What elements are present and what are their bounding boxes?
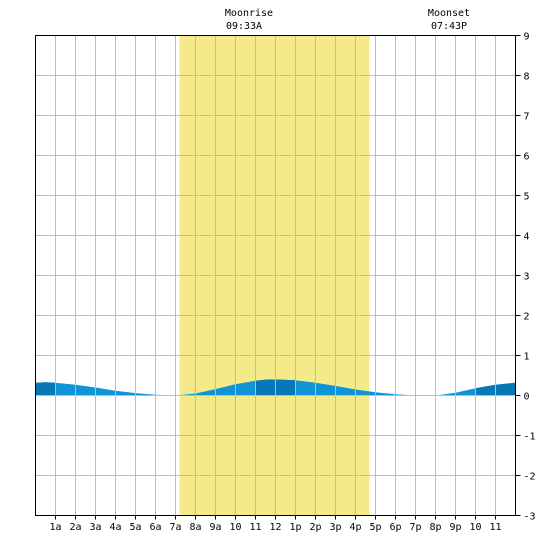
x-tick-label: 11: [489, 522, 501, 533]
x-tick-label: 1a: [49, 522, 61, 533]
x-tick-label: 6a: [149, 522, 161, 533]
y-tick-label: 1: [524, 352, 530, 363]
x-tick-label: 8p: [429, 522, 441, 533]
x-tick-label: 2p: [309, 522, 321, 533]
y-tick-label: 3: [524, 272, 530, 283]
x-tick-label: 7p: [409, 522, 421, 533]
y-tick-label: 8: [524, 72, 530, 83]
x-tick-label: 7a: [169, 522, 181, 533]
y-tick-label: -1: [524, 432, 536, 443]
x-tick-label: 5a: [129, 522, 141, 533]
x-tick-label: 9a: [209, 522, 221, 533]
y-tick-label: 2: [524, 312, 530, 323]
grid: [35, 35, 516, 516]
x-tick-label: 12: [269, 522, 281, 533]
moonset-time: 07:43P: [431, 21, 467, 32]
x-tick-label: 10: [469, 522, 481, 533]
y-axis-ticks: -3 -2 -1 0 1 2 3 4 5 6 7 8 9: [515, 32, 536, 523]
x-tick-label: 11: [249, 522, 261, 533]
tide-shade-band: [35, 379, 56, 396]
x-tick-label: 6p: [389, 522, 401, 533]
x-tick-label: 10: [229, 522, 241, 533]
x-tick-label: 2a: [69, 522, 81, 533]
moonset-label: Moonset: [428, 8, 470, 19]
y-tick-label: 0: [524, 392, 530, 403]
y-tick-label: 6: [524, 152, 530, 163]
x-tick-label: 8a: [189, 522, 201, 533]
y-tick-label: 5: [524, 192, 530, 203]
moonrise-label: Moonrise: [225, 8, 273, 19]
x-tick-label: 9p: [449, 522, 461, 533]
x-tick-label: 1p: [289, 522, 301, 533]
y-tick-label: -2: [524, 472, 536, 483]
y-tick-label: 4: [524, 232, 530, 243]
y-tick-label: -3: [524, 512, 536, 523]
moon-labels: Moonrise 09:33A Moonset 07:43P: [225, 8, 470, 32]
x-tick-label: 3p: [329, 522, 341, 533]
x-axis-ticks: 1a 2a 3a 4a 5a 6a 7a 8a 9a 10 11 12 1p 2p 3p 4p 5p 6p 7p 8p…: [49, 515, 502, 533]
y-tick-label: 7: [524, 112, 530, 123]
x-tick-label: 5p: [369, 522, 381, 533]
moonrise-time: 09:33A: [226, 21, 262, 32]
x-tick-label: 3a: [89, 522, 101, 533]
y-tick-label: 9: [524, 32, 530, 43]
plot-frame: [35, 35, 516, 516]
x-tick-label: 4p: [349, 522, 361, 533]
x-tick-label: 4a: [109, 522, 121, 533]
